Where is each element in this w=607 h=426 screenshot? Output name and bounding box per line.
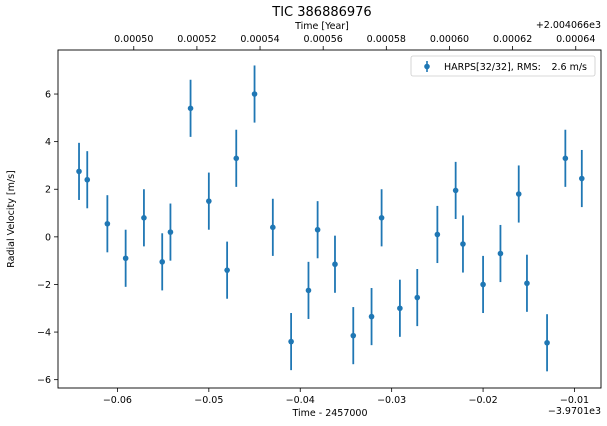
legend-label: HARPS[32/32], RMS:: [444, 62, 541, 73]
top-x-axis-offset: +2.004066e3: [536, 20, 601, 31]
data-point: [579, 175, 585, 182]
top-x-tick-label: 0.00052: [177, 34, 216, 45]
data-point: [141, 215, 147, 221]
x-tick-label: −0.06: [103, 395, 132, 406]
data-point: [434, 231, 441, 238]
x-tick-label: −0.01: [560, 395, 589, 406]
x-tick-label: −0.02: [469, 395, 498, 406]
top-x-tick-label: 0.00058: [367, 34, 406, 45]
data-point: [562, 155, 569, 162]
data-point: [104, 220, 111, 227]
data-point: [452, 187, 459, 194]
x-tick-label: −0.04: [286, 395, 315, 406]
data-point: [159, 259, 166, 265]
data-point: [251, 91, 258, 97]
y-tick-label: 6: [45, 90, 51, 101]
data-point: [378, 215, 385, 221]
data-point: [332, 261, 338, 268]
y-tick-label: 0: [45, 232, 51, 243]
legend-rms-value: 2.6 m/s: [551, 62, 587, 73]
data-point: [515, 191, 522, 197]
top-x-tick-label: 0.00050: [114, 34, 153, 45]
top-x-axis-label: Time [Year]: [294, 21, 349, 32]
y-tick-label: −2: [37, 280, 51, 291]
x-tick-label: −0.03: [377, 395, 406, 406]
data-point: [270, 224, 276, 231]
x-axis-offset: −3.9701e3: [548, 406, 601, 417]
data-point: [122, 255, 129, 262]
y-axis-ticks: −6 −4 −2 0 2 4 6: [37, 90, 58, 386]
data-point: [314, 226, 321, 233]
legend: HARPS[32/32], RMS: 2.6 m/s: [410, 55, 596, 77]
data-point: [497, 250, 504, 257]
data-point: [206, 198, 212, 204]
data-point: [414, 294, 421, 301]
data-point: [460, 241, 466, 247]
x-axis-label: Time - 2457000: [291, 408, 367, 419]
y-tick-label: 2: [45, 185, 51, 196]
y-tick-label: −6: [37, 375, 51, 386]
y-tick-label: 4: [45, 137, 51, 148]
data-point: [76, 168, 82, 175]
data-point: [233, 155, 240, 162]
chart-title: TIC 386886976: [271, 5, 371, 20]
data-point: [84, 176, 91, 183]
top-x-tick-label: 0.00064: [556, 34, 595, 45]
data-point: [397, 305, 403, 312]
legend-marker-point: [424, 63, 430, 70]
data-point: [524, 280, 530, 287]
data-point: [544, 339, 550, 346]
top-x-tick-label: 0.00056: [304, 34, 343, 45]
data-point: [305, 287, 312, 294]
data-point: [187, 105, 194, 112]
data-point: [368, 313, 375, 320]
data-point: [288, 338, 294, 345]
data-point: [480, 281, 486, 288]
plot-frame: [57, 49, 602, 389]
legend-box: [410, 55, 596, 77]
data-point: [167, 229, 174, 235]
top-x-tick-label: 0.00054: [240, 34, 279, 45]
top-x-axis-ticks: 0.00050 0.00052 0.00054 0.00056 0.00058 0.000…: [114, 34, 595, 50]
x-axis-ticks: −0.06 −0.05 −0.04 −0.03 −0.02 −0.01: [103, 388, 589, 406]
data-point: [224, 267, 230, 273]
data-point: [350, 332, 357, 339]
top-x-tick-label: 0.00062: [493, 34, 532, 45]
y-axis-label: Radial Velocity [m/s]: [6, 170, 17, 267]
y-tick-label: −4: [37, 328, 51, 339]
x-tick-label: −0.05: [194, 395, 223, 406]
data-points: [76, 65, 585, 372]
top-x-tick-label: 0.00060: [430, 34, 469, 45]
